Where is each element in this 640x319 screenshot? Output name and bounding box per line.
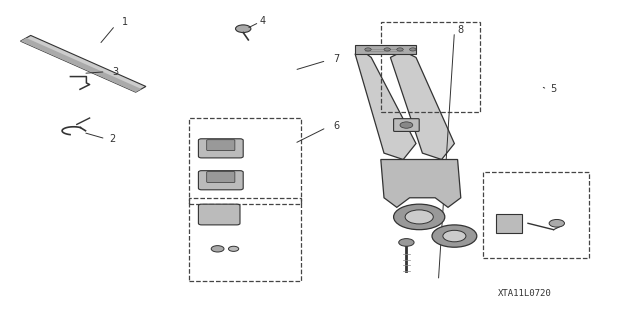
Circle shape bbox=[443, 230, 466, 242]
Text: 7: 7 bbox=[333, 54, 339, 64]
Polygon shape bbox=[20, 38, 141, 92]
FancyBboxPatch shape bbox=[394, 119, 419, 131]
FancyBboxPatch shape bbox=[198, 204, 240, 225]
Circle shape bbox=[432, 225, 477, 247]
Circle shape bbox=[405, 210, 433, 224]
Circle shape bbox=[365, 48, 371, 51]
FancyBboxPatch shape bbox=[198, 171, 243, 190]
Text: 4: 4 bbox=[259, 16, 266, 26]
Circle shape bbox=[394, 204, 445, 230]
Polygon shape bbox=[381, 160, 461, 207]
Text: XTA11L0720: XTA11L0720 bbox=[498, 289, 552, 298]
FancyBboxPatch shape bbox=[207, 172, 235, 182]
Bar bbox=[189, 198, 301, 281]
Text: 1: 1 bbox=[122, 17, 128, 27]
Polygon shape bbox=[20, 35, 146, 92]
Text: 6: 6 bbox=[333, 121, 339, 131]
Circle shape bbox=[236, 25, 251, 33]
Bar bbox=[189, 118, 301, 204]
Circle shape bbox=[549, 219, 564, 227]
Circle shape bbox=[400, 122, 413, 128]
Text: 5: 5 bbox=[550, 84, 557, 94]
Circle shape bbox=[384, 48, 390, 51]
Bar bbox=[496, 214, 522, 233]
Circle shape bbox=[399, 239, 414, 246]
Circle shape bbox=[211, 246, 224, 252]
Circle shape bbox=[228, 246, 239, 251]
Circle shape bbox=[397, 48, 403, 51]
Text: 2: 2 bbox=[109, 134, 115, 144]
Text: 3: 3 bbox=[112, 67, 118, 77]
Circle shape bbox=[410, 48, 416, 51]
FancyBboxPatch shape bbox=[207, 140, 235, 151]
Polygon shape bbox=[355, 48, 416, 160]
Bar bbox=[381, 22, 480, 112]
FancyBboxPatch shape bbox=[198, 139, 243, 158]
Polygon shape bbox=[355, 45, 416, 54]
Text: 8: 8 bbox=[458, 25, 464, 35]
Bar bbox=[483, 172, 589, 258]
Polygon shape bbox=[390, 51, 454, 160]
